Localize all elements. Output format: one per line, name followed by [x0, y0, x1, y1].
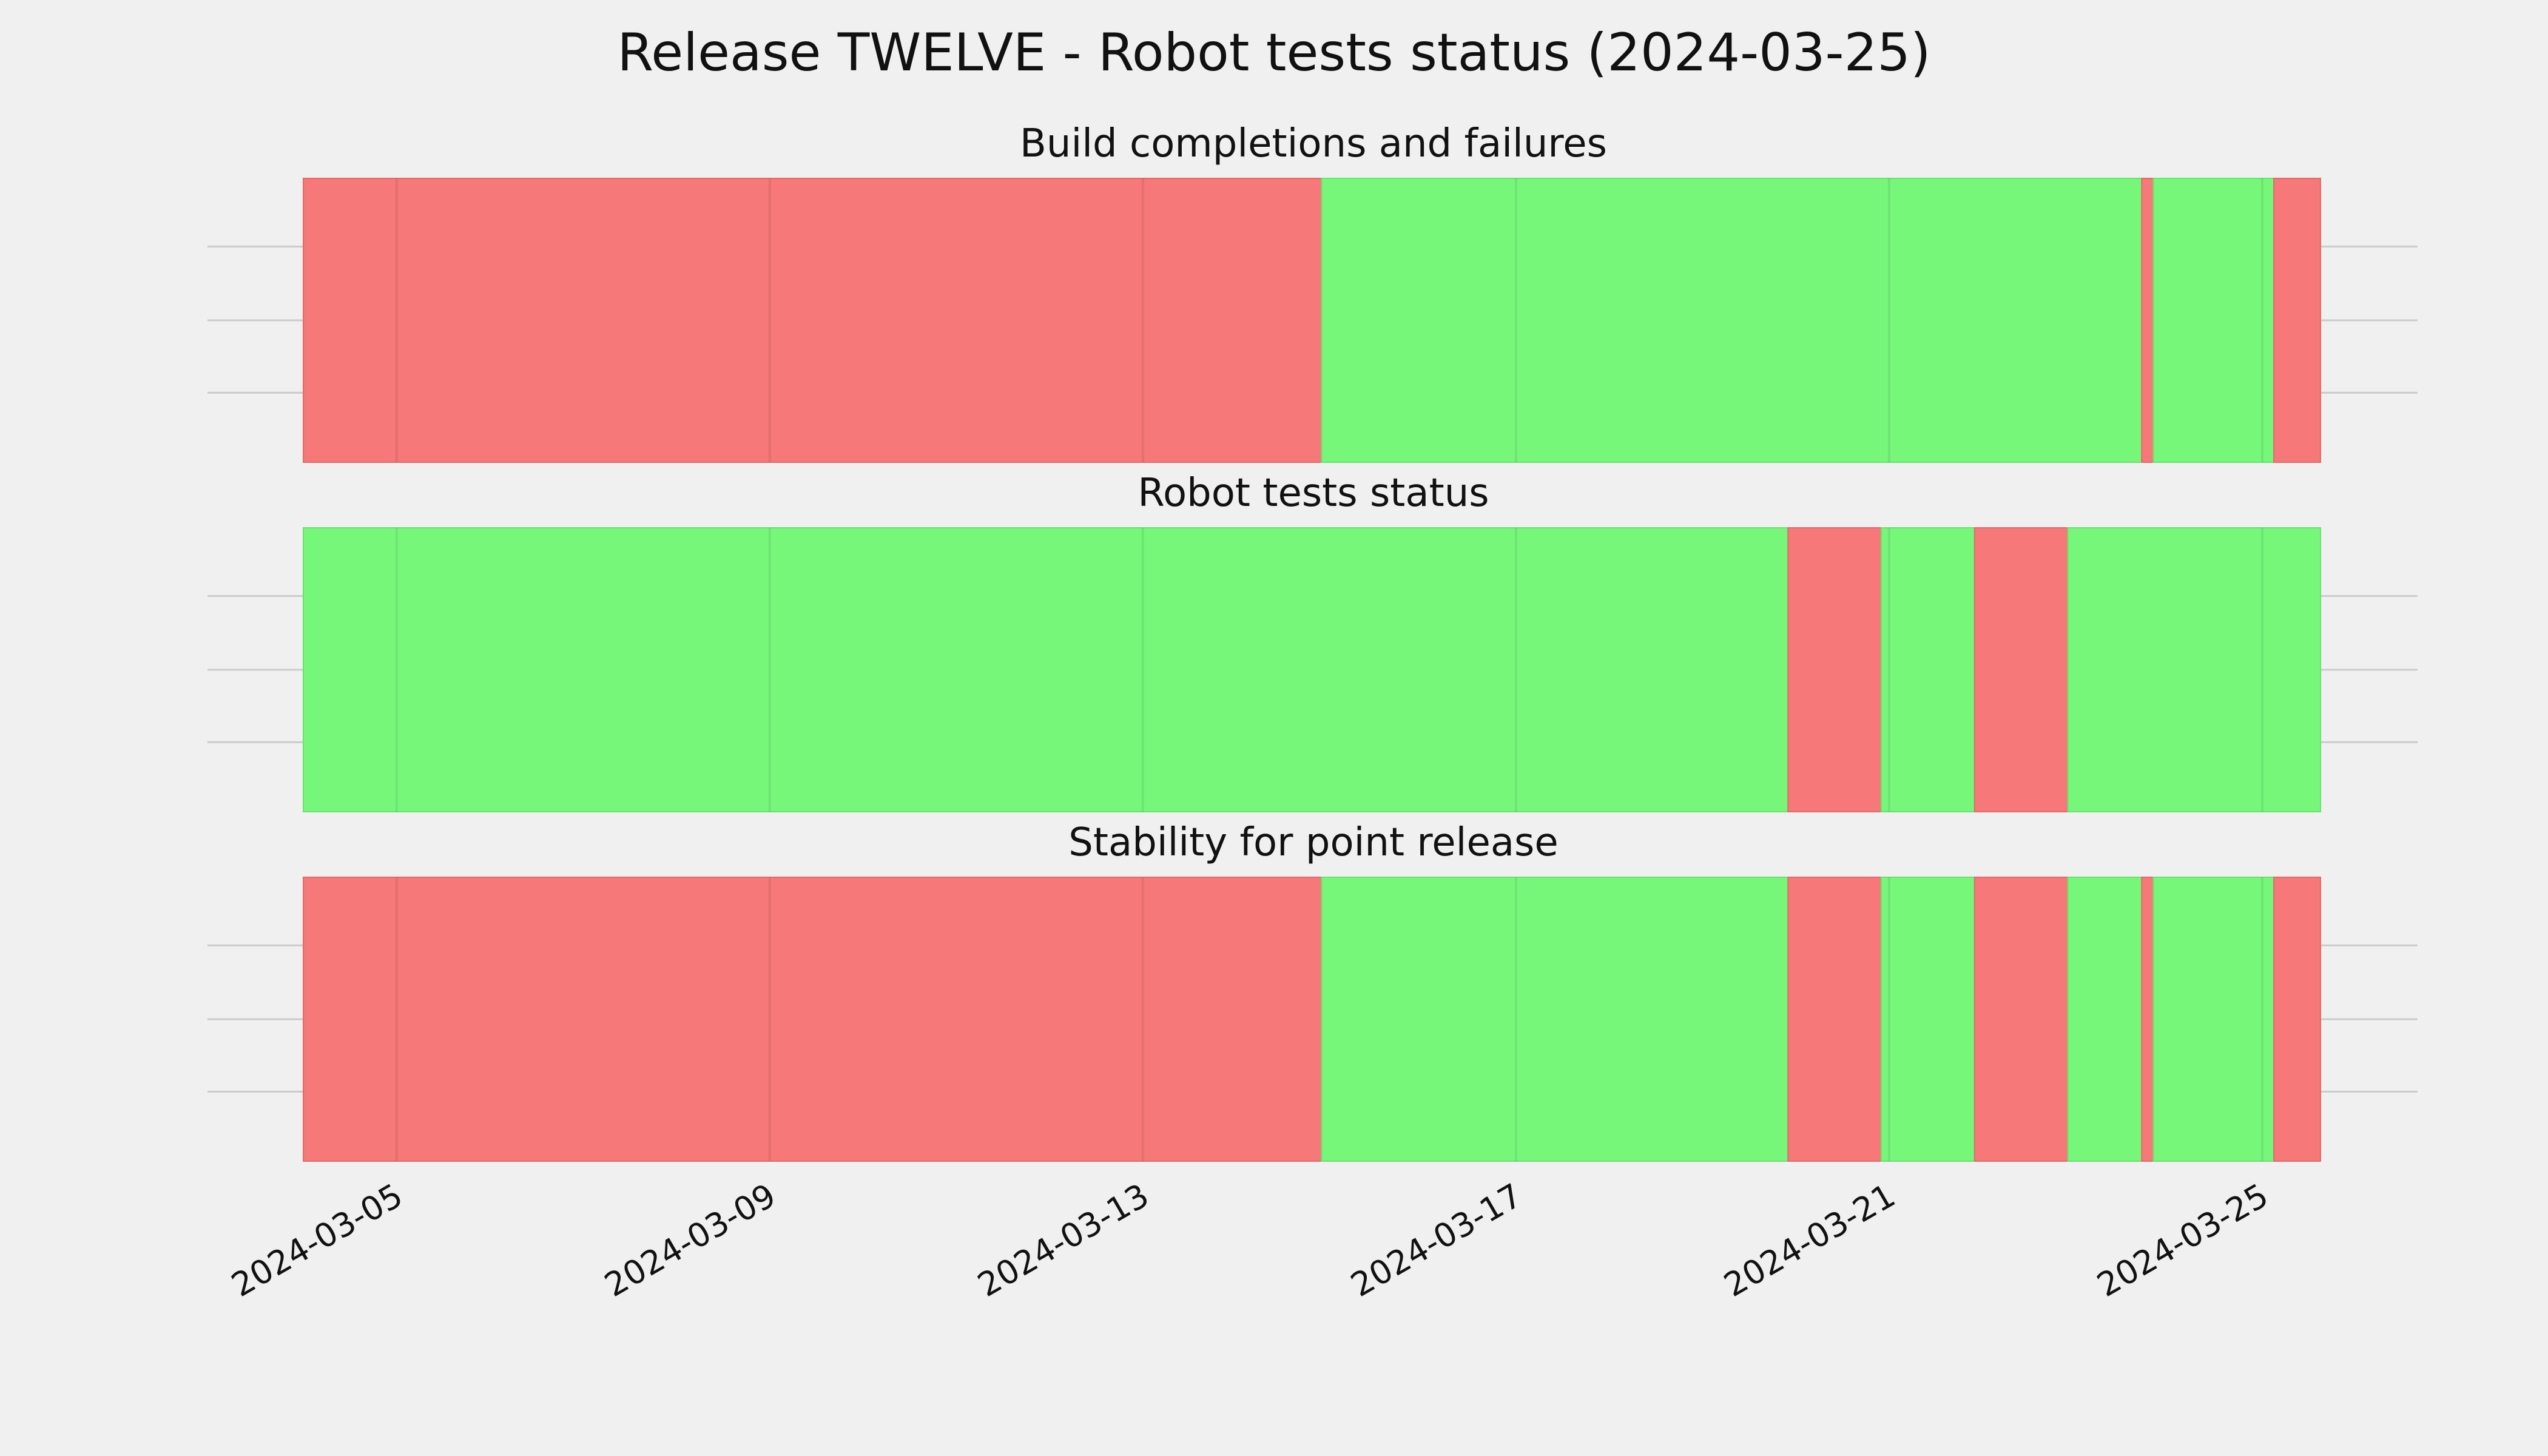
segment-fail [2141, 877, 2154, 1162]
panel-title: Build completions and failures [1020, 121, 1607, 166]
segment-fail [1973, 877, 2069, 1162]
chart-title: Release TWELVE - Robot tests status (202… [617, 22, 1930, 83]
segment-pass [1881, 527, 1975, 812]
segment-pass [1321, 877, 1789, 1162]
x-axis-tick-labels: 2024-03-05 2024-03-09 2024-03-13 2024-03-17… [225, 1176, 2274, 1304]
x-tick-label: 2024-03-17 [1344, 1176, 1528, 1304]
panel-robot-tests: Robot tests status [207, 471, 2418, 812]
panel-title: Robot tests status [1138, 471, 1489, 516]
segment-pass [1321, 178, 2143, 463]
x-tick-label: 2024-03-05 [225, 1176, 409, 1304]
segment-fail [303, 877, 1323, 1162]
segment-fail [2141, 178, 2154, 463]
panel-build-completions: Build completions and failures [207, 121, 2418, 463]
panel-stability: Stability for point release [207, 820, 2418, 1162]
segment-pass [2067, 877, 2143, 1162]
panel-title: Stability for point release [1068, 820, 1559, 865]
segment-fail [2273, 178, 2321, 463]
segment-fail [2273, 877, 2321, 1162]
segment-pass [303, 527, 1789, 812]
x-tick-label: 2024-03-25 [2091, 1176, 2274, 1304]
segment-pass [1881, 877, 1975, 1162]
x-tick-label: 2024-03-21 [1717, 1176, 1901, 1304]
segment-fail [1787, 527, 1882, 812]
x-tick-label: 2024-03-13 [971, 1176, 1155, 1304]
segment-pass [2152, 877, 2275, 1162]
segment-fail [303, 178, 1323, 463]
segment-fail [1787, 877, 1882, 1162]
segment-fail [1973, 527, 2069, 812]
x-tick-label: 2024-03-09 [598, 1176, 782, 1304]
segment-pass [2067, 527, 2322, 812]
segment-pass [2152, 178, 2275, 463]
